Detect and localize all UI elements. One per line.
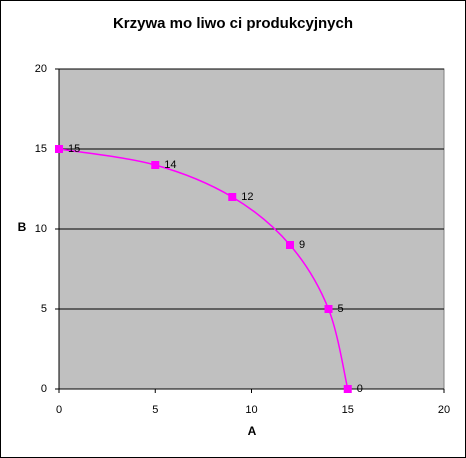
data-label: 14	[164, 159, 176, 171]
y-tick-label: 15	[35, 143, 47, 155]
marker	[324, 305, 333, 313]
marker	[228, 193, 237, 201]
data-label: 5	[338, 303, 344, 315]
curve	[58, 148, 349, 390]
data-label: 0	[357, 383, 363, 395]
x-axis-title: A	[248, 424, 257, 438]
data-label: 15	[68, 143, 80, 155]
x-tick-label: 0	[56, 404, 62, 416]
y-axis-title: B	[18, 220, 27, 234]
data-label: 9	[299, 239, 305, 251]
chart-title: Krzywa mo liwo ci produkcyjnych	[113, 15, 353, 32]
x-tick-label: 15	[342, 404, 354, 416]
marker	[55, 145, 63, 153]
y-tick-label: 0	[41, 383, 47, 395]
marker	[343, 385, 352, 393]
y-tick-label: 10	[35, 223, 47, 235]
marker	[151, 161, 160, 169]
x-tick-label: 5	[152, 404, 158, 416]
marker	[286, 241, 294, 249]
y-tick-label: 5	[41, 303, 47, 315]
x-tick-label: 20	[438, 404, 450, 416]
y-tick-label: 20	[35, 63, 47, 75]
x-tick-label: 10	[245, 404, 257, 416]
data-label: 12	[241, 191, 253, 203]
